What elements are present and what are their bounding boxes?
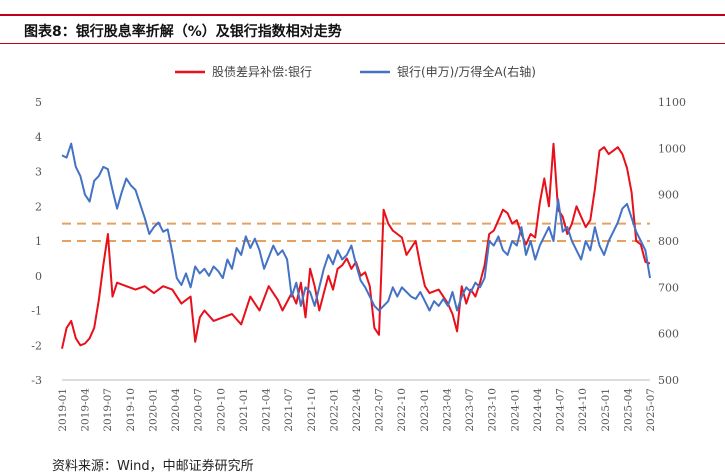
- x-tick-label: 2025-07: [645, 388, 657, 432]
- y-left-tick-label: -3: [31, 374, 42, 387]
- x-tick-label: 2023-04: [441, 388, 453, 432]
- x-tick-label: 2019-04: [80, 388, 92, 432]
- x-tick-label: 2021-04: [261, 388, 273, 432]
- y-right-tick-label: 800: [658, 235, 679, 248]
- y-left-tick-label: 0: [35, 270, 42, 283]
- x-tick-label: 2024-10: [577, 388, 589, 432]
- x-tick-label: 2019-07: [102, 388, 114, 432]
- y-left-tick-label: -1: [31, 305, 42, 318]
- x-tick-label: 2022-07: [374, 388, 386, 432]
- y-left-tick-label: 5: [35, 96, 42, 109]
- y-left-tick-label: 4: [35, 131, 42, 144]
- y-left-tick-label: 2: [35, 200, 42, 213]
- series-line-dividend-spread: [61, 142, 651, 349]
- x-tick-label: 2022-10: [396, 388, 408, 432]
- x-tick-label: 2019-01: [57, 388, 69, 432]
- legend-label-dividend: 股债差异补偿:银行: [212, 64, 312, 79]
- y-right-tick-label: 1000: [658, 142, 686, 155]
- x-tick-label: 2021-01: [238, 388, 250, 432]
- x-tick-label: 2020-07: [193, 388, 205, 432]
- y-left-tick-label: 3: [35, 166, 42, 179]
- x-tick-label: 2020-10: [215, 388, 227, 432]
- x-tick-label: 2022-01: [328, 388, 340, 432]
- legend: 股债差异补偿:银行 银行(申万)/万得全A(右轴): [175, 64, 536, 79]
- x-tick-label: 2020-01: [147, 388, 159, 432]
- source-note: 资料来源：Wind，中邮证券研究所: [52, 459, 254, 474]
- y-left-tick-label: -2: [31, 339, 42, 352]
- legend-label-ratio: 银行(申万)/万得全A(右轴): [397, 64, 536, 79]
- y-right-tick-label: 600: [658, 328, 679, 341]
- x-tick-label: 2023-10: [487, 388, 499, 432]
- y-right-tick-label: 1100: [658, 96, 686, 109]
- x-tick-label: 2020-04: [170, 388, 182, 432]
- title-bar: 图表8：银行股息率折解（%）及银行指数相对走势: [0, 14, 725, 44]
- y-right-tick-label: 500: [658, 374, 679, 387]
- x-tick-label: 2025-01: [600, 388, 612, 432]
- x-tick-label: 2025-04: [622, 388, 634, 432]
- x-tick-label: 2021-07: [283, 388, 295, 432]
- x-tick-label: 2024-07: [555, 388, 567, 432]
- x-tick-label: 2022-04: [351, 388, 363, 432]
- page-title: 图表8：银行股息率折解（%）及银行指数相对走势: [24, 24, 342, 40]
- x-tick-label: 2023-07: [464, 388, 476, 432]
- y-left-tick-label: 1: [35, 235, 42, 248]
- x-tick-label: 2019-10: [125, 388, 137, 432]
- series-group: [61, 142, 651, 349]
- y-right-tick-label: 900: [658, 189, 679, 202]
- y-right-tick-label: 700: [658, 281, 679, 294]
- series-line-bank-relative: [61, 142, 651, 312]
- x-tick-label: 2024-01: [509, 388, 521, 432]
- axes: -3 -2 -1 0 1 2 3 4 5 500 600 700 800 900 1000 1100 2019-…: [31, 96, 686, 432]
- x-tick-label: 2021-10: [306, 388, 318, 432]
- x-tick-label: 2023-01: [419, 388, 431, 432]
- x-tick-label: 2024-04: [532, 388, 544, 432]
